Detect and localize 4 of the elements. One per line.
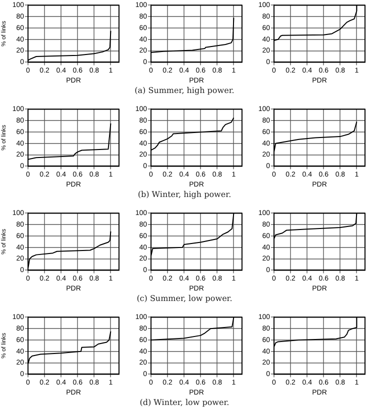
text: (d) Winter, low power. bbox=[138, 398, 230, 407]
text: (a) Summer, high power. bbox=[134, 86, 236, 95]
text: (b) Winter, high power. bbox=[136, 190, 232, 199]
text: (c) Summer, low power. bbox=[136, 294, 234, 303]
